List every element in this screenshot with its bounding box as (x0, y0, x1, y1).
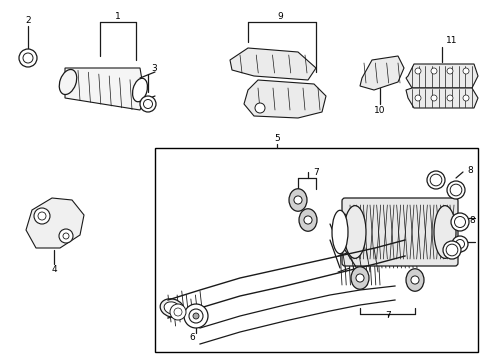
Ellipse shape (59, 69, 77, 95)
Circle shape (414, 68, 420, 74)
Bar (155, 148, 477, 352)
Text: 8: 8 (468, 216, 474, 225)
Circle shape (446, 68, 452, 74)
Polygon shape (65, 68, 145, 110)
Text: 5: 5 (274, 134, 279, 143)
Ellipse shape (451, 236, 467, 252)
Ellipse shape (160, 299, 183, 317)
Polygon shape (359, 56, 403, 90)
Polygon shape (244, 80, 325, 118)
Ellipse shape (143, 99, 152, 108)
Circle shape (462, 95, 468, 101)
Text: 7: 7 (385, 311, 390, 320)
Ellipse shape (331, 210, 347, 254)
Circle shape (183, 304, 207, 328)
Text: 3: 3 (151, 63, 157, 72)
Ellipse shape (426, 171, 444, 189)
Circle shape (304, 216, 311, 224)
Text: 11: 11 (446, 36, 457, 45)
Text: 2: 2 (25, 15, 31, 24)
Text: 8: 8 (466, 166, 472, 175)
Text: 4: 4 (51, 266, 57, 274)
Circle shape (34, 208, 50, 224)
Circle shape (19, 49, 37, 67)
Circle shape (189, 309, 203, 323)
Ellipse shape (449, 184, 461, 196)
Polygon shape (26, 198, 84, 248)
Circle shape (254, 103, 264, 113)
FancyBboxPatch shape (341, 198, 457, 266)
Ellipse shape (350, 267, 368, 289)
Ellipse shape (453, 216, 465, 228)
Circle shape (410, 276, 418, 284)
Circle shape (59, 229, 73, 243)
Ellipse shape (429, 174, 441, 186)
Ellipse shape (132, 78, 147, 102)
Ellipse shape (140, 96, 156, 112)
Ellipse shape (450, 213, 468, 231)
Ellipse shape (164, 302, 180, 314)
Polygon shape (405, 64, 477, 88)
Circle shape (414, 95, 420, 101)
Ellipse shape (288, 189, 306, 211)
Circle shape (63, 233, 69, 239)
Circle shape (430, 95, 436, 101)
Polygon shape (229, 48, 315, 80)
Text: 1: 1 (115, 12, 121, 21)
Text: 9: 9 (277, 12, 282, 21)
Ellipse shape (445, 244, 457, 256)
Circle shape (462, 68, 468, 74)
Text: 10: 10 (373, 105, 385, 114)
Circle shape (293, 196, 302, 204)
Ellipse shape (298, 209, 316, 231)
Circle shape (23, 53, 33, 63)
Circle shape (170, 304, 185, 320)
Ellipse shape (433, 206, 455, 258)
Text: 7: 7 (312, 167, 318, 176)
Ellipse shape (405, 269, 423, 291)
Ellipse shape (454, 239, 464, 248)
Circle shape (193, 313, 199, 319)
Polygon shape (405, 88, 477, 108)
Circle shape (355, 274, 363, 282)
Circle shape (38, 212, 46, 220)
Circle shape (446, 95, 452, 101)
Ellipse shape (446, 181, 464, 199)
Text: 6: 6 (189, 333, 195, 342)
Ellipse shape (343, 206, 365, 258)
Ellipse shape (442, 241, 460, 259)
Circle shape (430, 68, 436, 74)
Circle shape (174, 308, 182, 316)
